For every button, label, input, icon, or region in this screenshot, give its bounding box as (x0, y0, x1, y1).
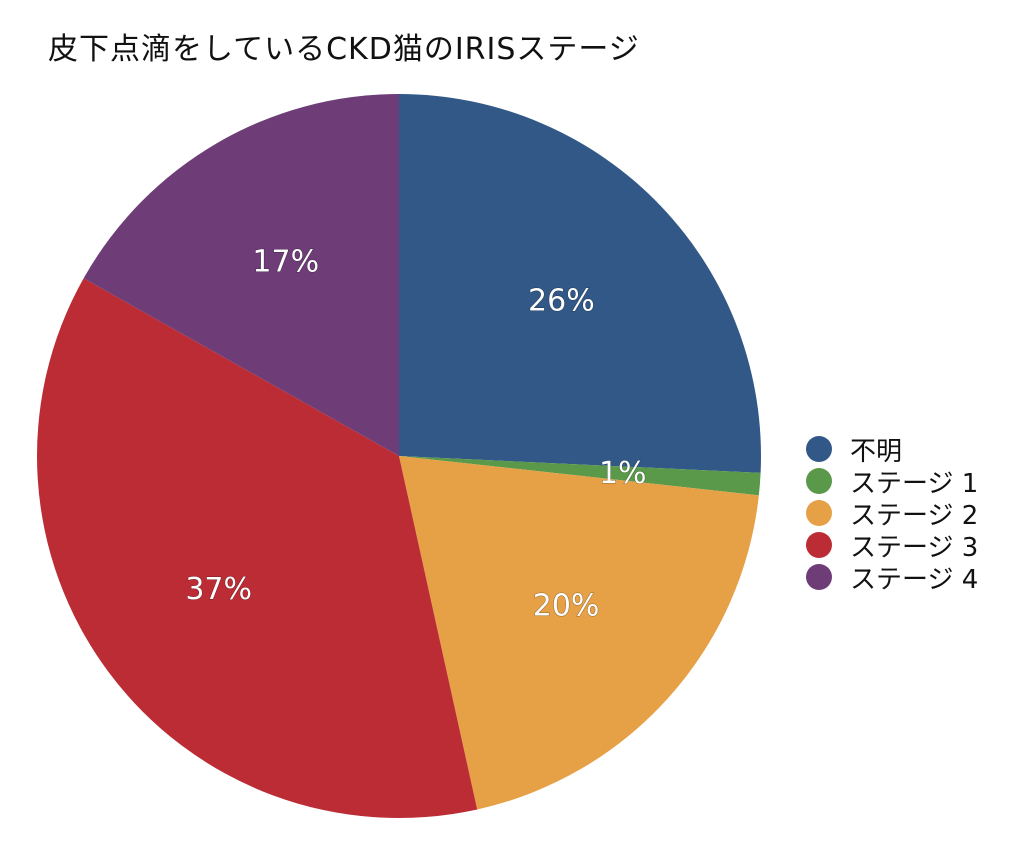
slice-data-label: 1% (599, 456, 647, 491)
pie-slice (83, 94, 399, 456)
slice-data-label: 20% (533, 588, 600, 623)
slice-data-label: 17% (252, 245, 319, 280)
legend-label: ステージ 2 (850, 500, 979, 531)
legend-label: ステージ 1 (850, 468, 979, 499)
pie-slice (399, 94, 761, 473)
slice-data-label: 26% (528, 284, 595, 319)
legend-swatch (806, 436, 832, 462)
chart-legend: 不明 ステージ 1 ステージ 2 ステージ 3 ステージ 4 (806, 433, 979, 595)
pie-slice (399, 456, 759, 810)
legend-label: ステージ 4 (850, 564, 979, 595)
legend-item: ステージ 4 (806, 561, 979, 595)
pie-slice (399, 456, 761, 496)
chart-title: 皮下点滴をしているCKD猫のIRISステージ (48, 32, 640, 67)
legend-swatch (806, 500, 832, 526)
legend-label: ステージ 3 (850, 532, 979, 563)
legend-item: ステージ 1 (806, 465, 979, 499)
legend-item: 不明 (806, 433, 978, 467)
legend-swatch (806, 564, 832, 590)
legend-label: 不明 (850, 436, 903, 467)
legend-swatch (806, 532, 832, 558)
slice-data-label: 37% (185, 572, 252, 607)
legend-item: ステージ 2 (806, 497, 979, 531)
pie-slice (36, 278, 478, 819)
legend-item: ステージ 3 (806, 529, 979, 563)
legend-swatch (806, 468, 832, 494)
